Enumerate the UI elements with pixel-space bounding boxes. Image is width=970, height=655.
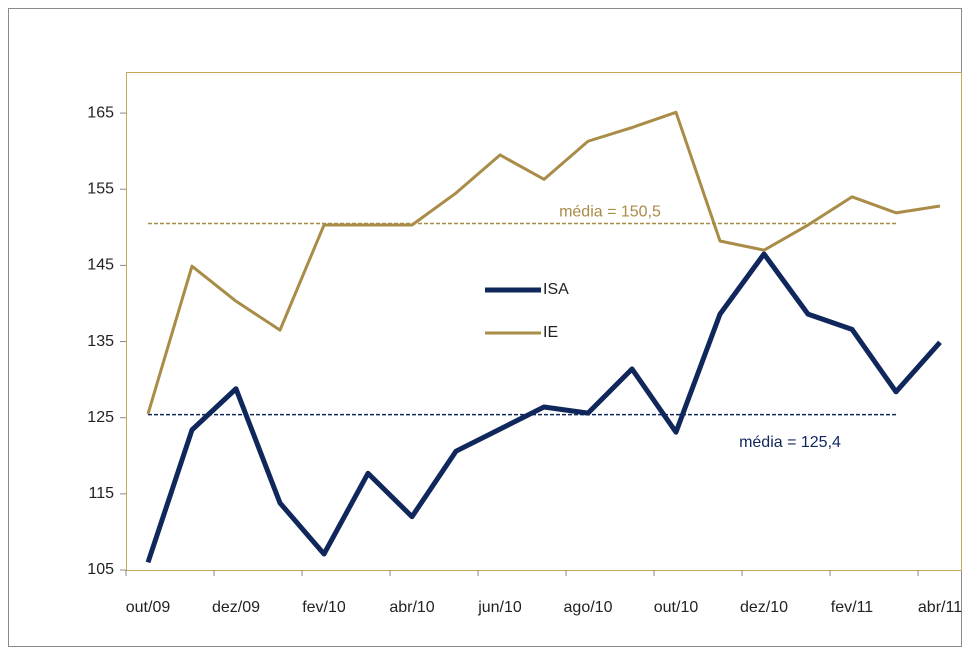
- y-tick-label: 165: [87, 104, 114, 121]
- x-tick-label: dez/09: [212, 599, 260, 616]
- x-tick-label: jun/10: [477, 599, 522, 616]
- x-tick-label: out/10: [654, 599, 699, 616]
- legend-label: ISA: [543, 281, 569, 298]
- x-tick-label: abr/10: [389, 599, 434, 616]
- x-tick-label: abr/11: [918, 599, 962, 616]
- y-tick-label: 105: [87, 561, 114, 578]
- x-tick-label: dez/10: [740, 599, 788, 616]
- y-tick-label: 115: [88, 485, 114, 502]
- y-tick-label: 125: [87, 409, 114, 426]
- x-tick-label: ago/10: [564, 599, 613, 616]
- mean-label: média = 150,5: [559, 204, 661, 221]
- plot-frame: [126, 72, 962, 571]
- y-tick-label: 135: [87, 333, 114, 350]
- y-tick-label: 155: [87, 180, 114, 197]
- x-tick-label: fev/10: [302, 599, 346, 616]
- x-tick-label: out/09: [126, 599, 171, 616]
- series-line: [145, 251, 942, 564]
- y-tick-label: 145: [87, 257, 114, 274]
- chart-frame: [8, 8, 962, 647]
- x-tick-label: fev/11: [831, 599, 874, 616]
- mean-label: média = 125,4: [739, 434, 841, 451]
- series-line: [146, 110, 941, 415]
- legend-label: IE: [543, 324, 558, 341]
